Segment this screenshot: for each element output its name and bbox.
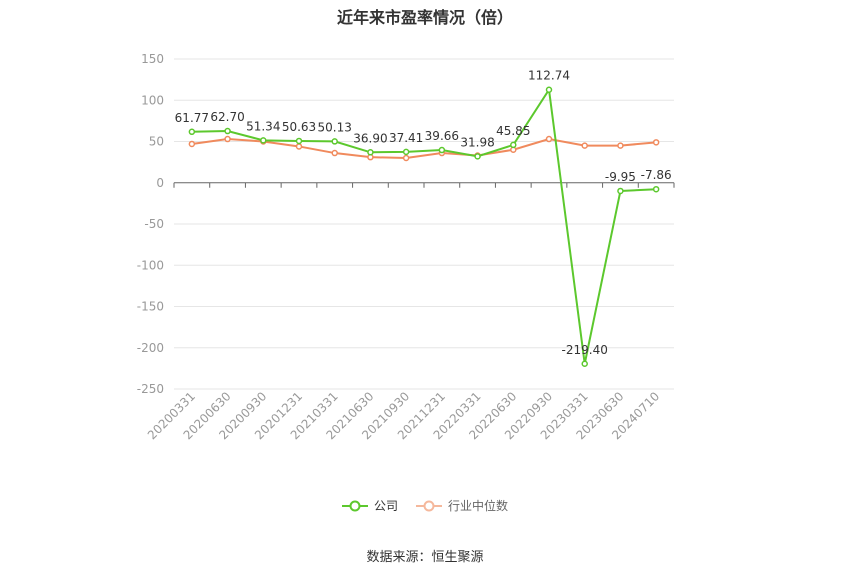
data-point: [652, 139, 660, 146]
data-label: 37.41: [389, 131, 423, 145]
data-source: 数据来源：恒生聚源: [366, 550, 484, 565]
y-tick-label: 50: [149, 135, 164, 149]
data-point: [188, 140, 196, 148]
series-line: [191, 137, 657, 160]
data-point: [295, 137, 303, 145]
data-point: [617, 142, 624, 149]
data-label: 39.66: [425, 129, 459, 143]
legend-item-industry-median[interactable]: 行业中位数: [416, 497, 508, 514]
data-point: [474, 153, 481, 160]
data-label: 45.85: [496, 124, 530, 138]
legend-item-company[interactable]: 公司: [341, 497, 398, 514]
data-label: 50.13: [318, 120, 352, 134]
y-tick-label: 0: [156, 176, 164, 190]
data-point: [260, 137, 267, 144]
data-point: [188, 128, 196, 136]
data-point: [295, 143, 303, 150]
data-point: [224, 135, 231, 143]
data-point: [402, 154, 410, 162]
data-point: [331, 149, 338, 157]
data-point: [224, 127, 231, 135]
data-point: [367, 149, 374, 156]
data-label: -7.86: [641, 168, 672, 182]
data-label: -219.40: [562, 343, 608, 357]
data-point: [652, 185, 660, 193]
data-label: 61.77: [175, 111, 209, 125]
data-point: [545, 135, 553, 143]
legend-line-circle-icon: [416, 500, 442, 511]
data-label: 51.34: [246, 119, 280, 133]
data-label: 36.90: [353, 131, 387, 145]
data-label: 62.70: [210, 110, 244, 124]
y-tick-label: -250: [137, 382, 164, 396]
y-tick-label: -200: [137, 341, 164, 355]
data-label: 112.74: [528, 69, 570, 83]
chart-legend: 公司 行业中位数: [0, 497, 850, 514]
y-tick-label: 100: [141, 93, 164, 107]
data-label: 31.98: [460, 135, 494, 149]
series-line: [191, 86, 657, 364]
y-tick-label: -150: [137, 300, 164, 314]
data-label: -9.95: [605, 170, 636, 184]
data-point: [617, 187, 624, 195]
legend-line-circle-icon: [341, 500, 368, 511]
data-point: [581, 142, 588, 149]
y-tick-label: -100: [137, 258, 164, 272]
data-point: [545, 86, 553, 93]
legend-label-company: 公司: [373, 499, 398, 513]
data-point: [581, 360, 588, 368]
data-label: 50.63: [282, 120, 316, 134]
y-tick-label: 150: [141, 52, 164, 66]
chart-title: 近年来市盈率情况（倍）: [336, 8, 513, 27]
data-point: [402, 148, 410, 156]
legend-label-industry-median: 行业中位数: [448, 499, 509, 513]
data-point: [331, 138, 338, 145]
data-point: [438, 146, 446, 154]
data-point: [510, 141, 517, 149]
y-tick-label: -50: [144, 217, 164, 231]
